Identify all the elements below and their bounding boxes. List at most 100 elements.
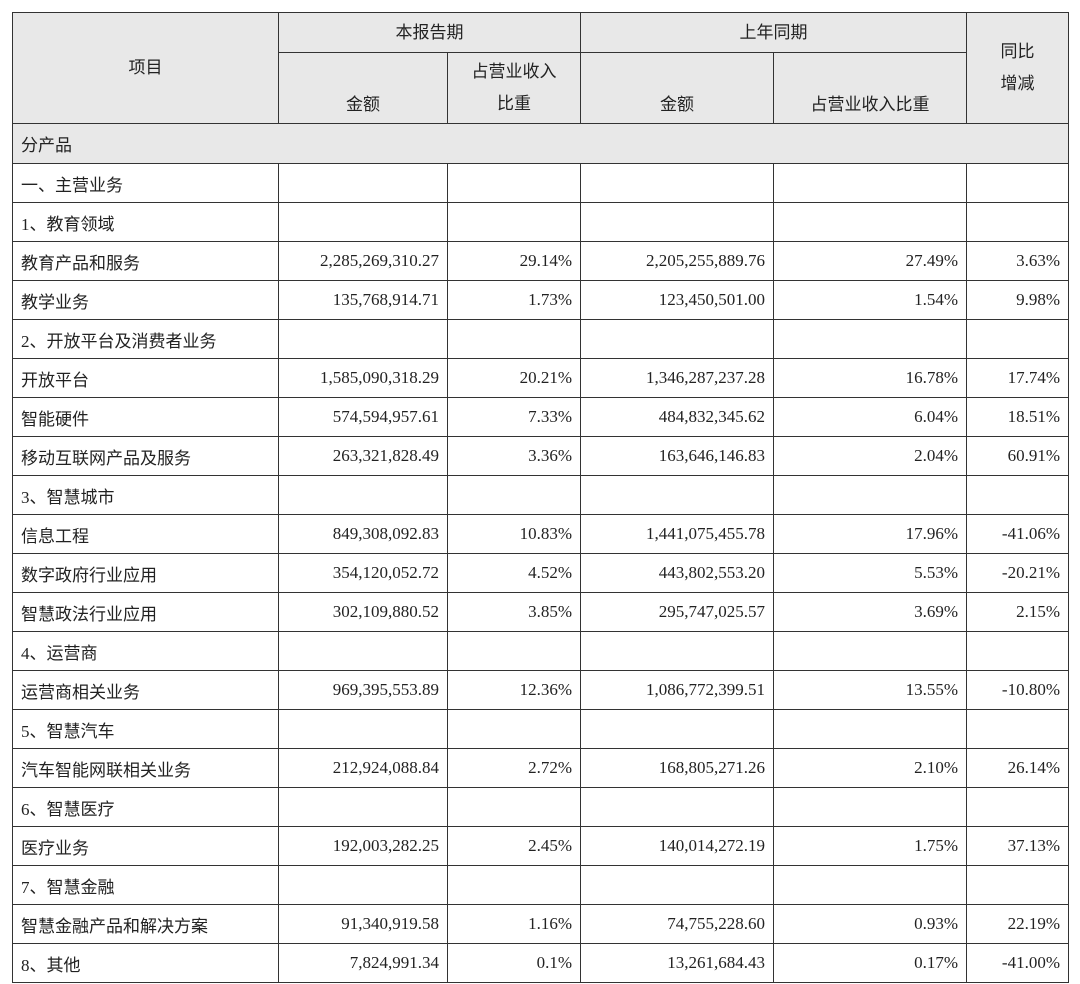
table-cell: 295,747,025.57 bbox=[580, 592, 774, 632]
table-cell bbox=[447, 319, 581, 359]
table-cell: 18.51% bbox=[966, 397, 1069, 437]
table-cell: 0.1% bbox=[447, 943, 581, 983]
table-cell bbox=[447, 865, 581, 905]
row-label: 移动互联网产品及服务 bbox=[12, 436, 279, 476]
row-label: 开放平台 bbox=[12, 358, 279, 398]
table-cell bbox=[278, 865, 448, 905]
table-cell: 6.04% bbox=[773, 397, 967, 437]
table-row: 2、开放平台及消费者业务 bbox=[12, 319, 1069, 359]
table-cell bbox=[966, 202, 1069, 242]
table-cell: 1.73% bbox=[447, 280, 581, 320]
table-cell: 123,450,501.00 bbox=[580, 280, 774, 320]
header-cell: 同比 增减 bbox=[966, 12, 1069, 124]
row-label: 2、开放平台及消费者业务 bbox=[12, 319, 279, 359]
table-cell bbox=[580, 475, 774, 515]
table-cell: 3.85% bbox=[447, 592, 581, 632]
table-cell bbox=[966, 475, 1069, 515]
table-cell: 7,824,991.34 bbox=[278, 943, 448, 983]
table-cell bbox=[773, 787, 967, 827]
table-cell: 7.33% bbox=[447, 397, 581, 437]
row-label: 教学业务 bbox=[12, 280, 279, 320]
row-label: 智慧金融产品和解决方案 bbox=[12, 904, 279, 944]
table-cell bbox=[580, 631, 774, 671]
table-cell bbox=[447, 202, 581, 242]
table-row: 7、智慧金融 bbox=[12, 865, 1069, 905]
table-cell: 574,594,957.61 bbox=[278, 397, 448, 437]
table-cell bbox=[580, 163, 774, 203]
table-cell: 37.13% bbox=[966, 826, 1069, 866]
table-cell bbox=[773, 709, 967, 749]
table-cell: 2.10% bbox=[773, 748, 967, 788]
table-cell: 12.36% bbox=[447, 670, 581, 710]
table-cell bbox=[580, 787, 774, 827]
table-cell bbox=[447, 163, 581, 203]
table-cell bbox=[447, 709, 581, 749]
table-cell bbox=[580, 865, 774, 905]
table-cell: 22.19% bbox=[966, 904, 1069, 944]
table-cell: 192,003,282.25 bbox=[278, 826, 448, 866]
table-cell: 849,308,092.83 bbox=[278, 514, 448, 554]
table-cell bbox=[966, 319, 1069, 359]
row-label: 数字政府行业应用 bbox=[12, 553, 279, 593]
row-label: 3、智慧城市 bbox=[12, 475, 279, 515]
table-cell: 1,441,075,455.78 bbox=[580, 514, 774, 554]
table-row: 智慧政法行业应用 302,109,880.52 3.85% 295,747,025.5… bbox=[12, 592, 1069, 632]
table-cell: 1,086,772,399.51 bbox=[580, 670, 774, 710]
table-cell: 1.16% bbox=[447, 904, 581, 944]
row-label: 教育产品和服务 bbox=[12, 241, 279, 281]
row-label: 智慧政法行业应用 bbox=[12, 592, 279, 632]
table-cell: 969,395,553.89 bbox=[278, 670, 448, 710]
header-cell: 占营业收入 比重 bbox=[447, 52, 581, 124]
table-cell bbox=[966, 787, 1069, 827]
table-row: 汽车智能网联相关业务 212,924,088.84 2.72% 168,805,271… bbox=[12, 748, 1069, 788]
table-cell: 3.36% bbox=[447, 436, 581, 476]
row-label: 1、教育领域 bbox=[12, 202, 279, 242]
table-cell: 2.04% bbox=[773, 436, 967, 476]
table-cell: 140,014,272.19 bbox=[580, 826, 774, 866]
table-cell bbox=[447, 475, 581, 515]
table-cell bbox=[278, 787, 448, 827]
table-cell: 16.78% bbox=[773, 358, 967, 398]
table-cell: 27.49% bbox=[773, 241, 967, 281]
header-cell: 项目 bbox=[12, 12, 279, 124]
row-label: 7、智慧金融 bbox=[12, 865, 279, 905]
table-cell bbox=[278, 319, 448, 359]
table-cell: 20.21% bbox=[447, 358, 581, 398]
table-cell: -41.00% bbox=[966, 943, 1069, 983]
table-cell: 1.75% bbox=[773, 826, 967, 866]
table-cell bbox=[278, 163, 448, 203]
table-cell: 2,285,269,310.27 bbox=[278, 241, 448, 281]
table-cell: 2,205,255,889.76 bbox=[580, 241, 774, 281]
table-cell: -41.06% bbox=[966, 514, 1069, 554]
table-cell bbox=[773, 631, 967, 671]
table-cell bbox=[773, 202, 967, 242]
table-row: 智慧金融产品和解决方案 91,340,919.58 1.16% 74,755,228.… bbox=[12, 904, 1069, 944]
table-cell: 2.72% bbox=[447, 748, 581, 788]
revenue-table: 项目 本报告期 上年同期 同比 增减 金额 占营业收入 比重 金额 占营业收入比… bbox=[12, 12, 1069, 983]
table-row: 医疗业务 192,003,282.25 2.45% 140,014,272.19 1.7… bbox=[12, 826, 1069, 866]
table-cell bbox=[278, 631, 448, 671]
header-cell: 上年同期 bbox=[580, 12, 967, 53]
table-row: 开放平台 1,585,090,318.29 20.21% 1,346,287,237.… bbox=[12, 358, 1069, 398]
header-cell: 本报告期 bbox=[278, 12, 581, 53]
table-cell bbox=[278, 202, 448, 242]
table-row: 4、运营商 bbox=[12, 631, 1069, 671]
table-cell bbox=[966, 163, 1069, 203]
table-cell bbox=[278, 709, 448, 749]
table-row: 移动互联网产品及服务 263,321,828.49 3.36% 163,646,146… bbox=[12, 436, 1069, 476]
table-cell: 5.53% bbox=[773, 553, 967, 593]
table-cell: 0.17% bbox=[773, 943, 967, 983]
table-row: 教育产品和服务 2,285,269,310.27 29.14% 2,205,255,8… bbox=[12, 241, 1069, 281]
table-cell: 60.91% bbox=[966, 436, 1069, 476]
table-cell: 135,768,914.71 bbox=[278, 280, 448, 320]
section-cell: 分产品 bbox=[12, 123, 1069, 164]
row-label: 运营商相关业务 bbox=[12, 670, 279, 710]
row-label: 6、智慧医疗 bbox=[12, 787, 279, 827]
row-label: 8、其他 bbox=[12, 943, 279, 983]
table-cell: 3.63% bbox=[966, 241, 1069, 281]
table-row: 智能硬件 574,594,957.61 7.33% 484,832,345.62 6.0… bbox=[12, 397, 1069, 437]
table-cell bbox=[966, 865, 1069, 905]
table-cell: 4.52% bbox=[447, 553, 581, 593]
header-cell: 金额 bbox=[278, 52, 448, 124]
table-cell bbox=[773, 319, 967, 359]
